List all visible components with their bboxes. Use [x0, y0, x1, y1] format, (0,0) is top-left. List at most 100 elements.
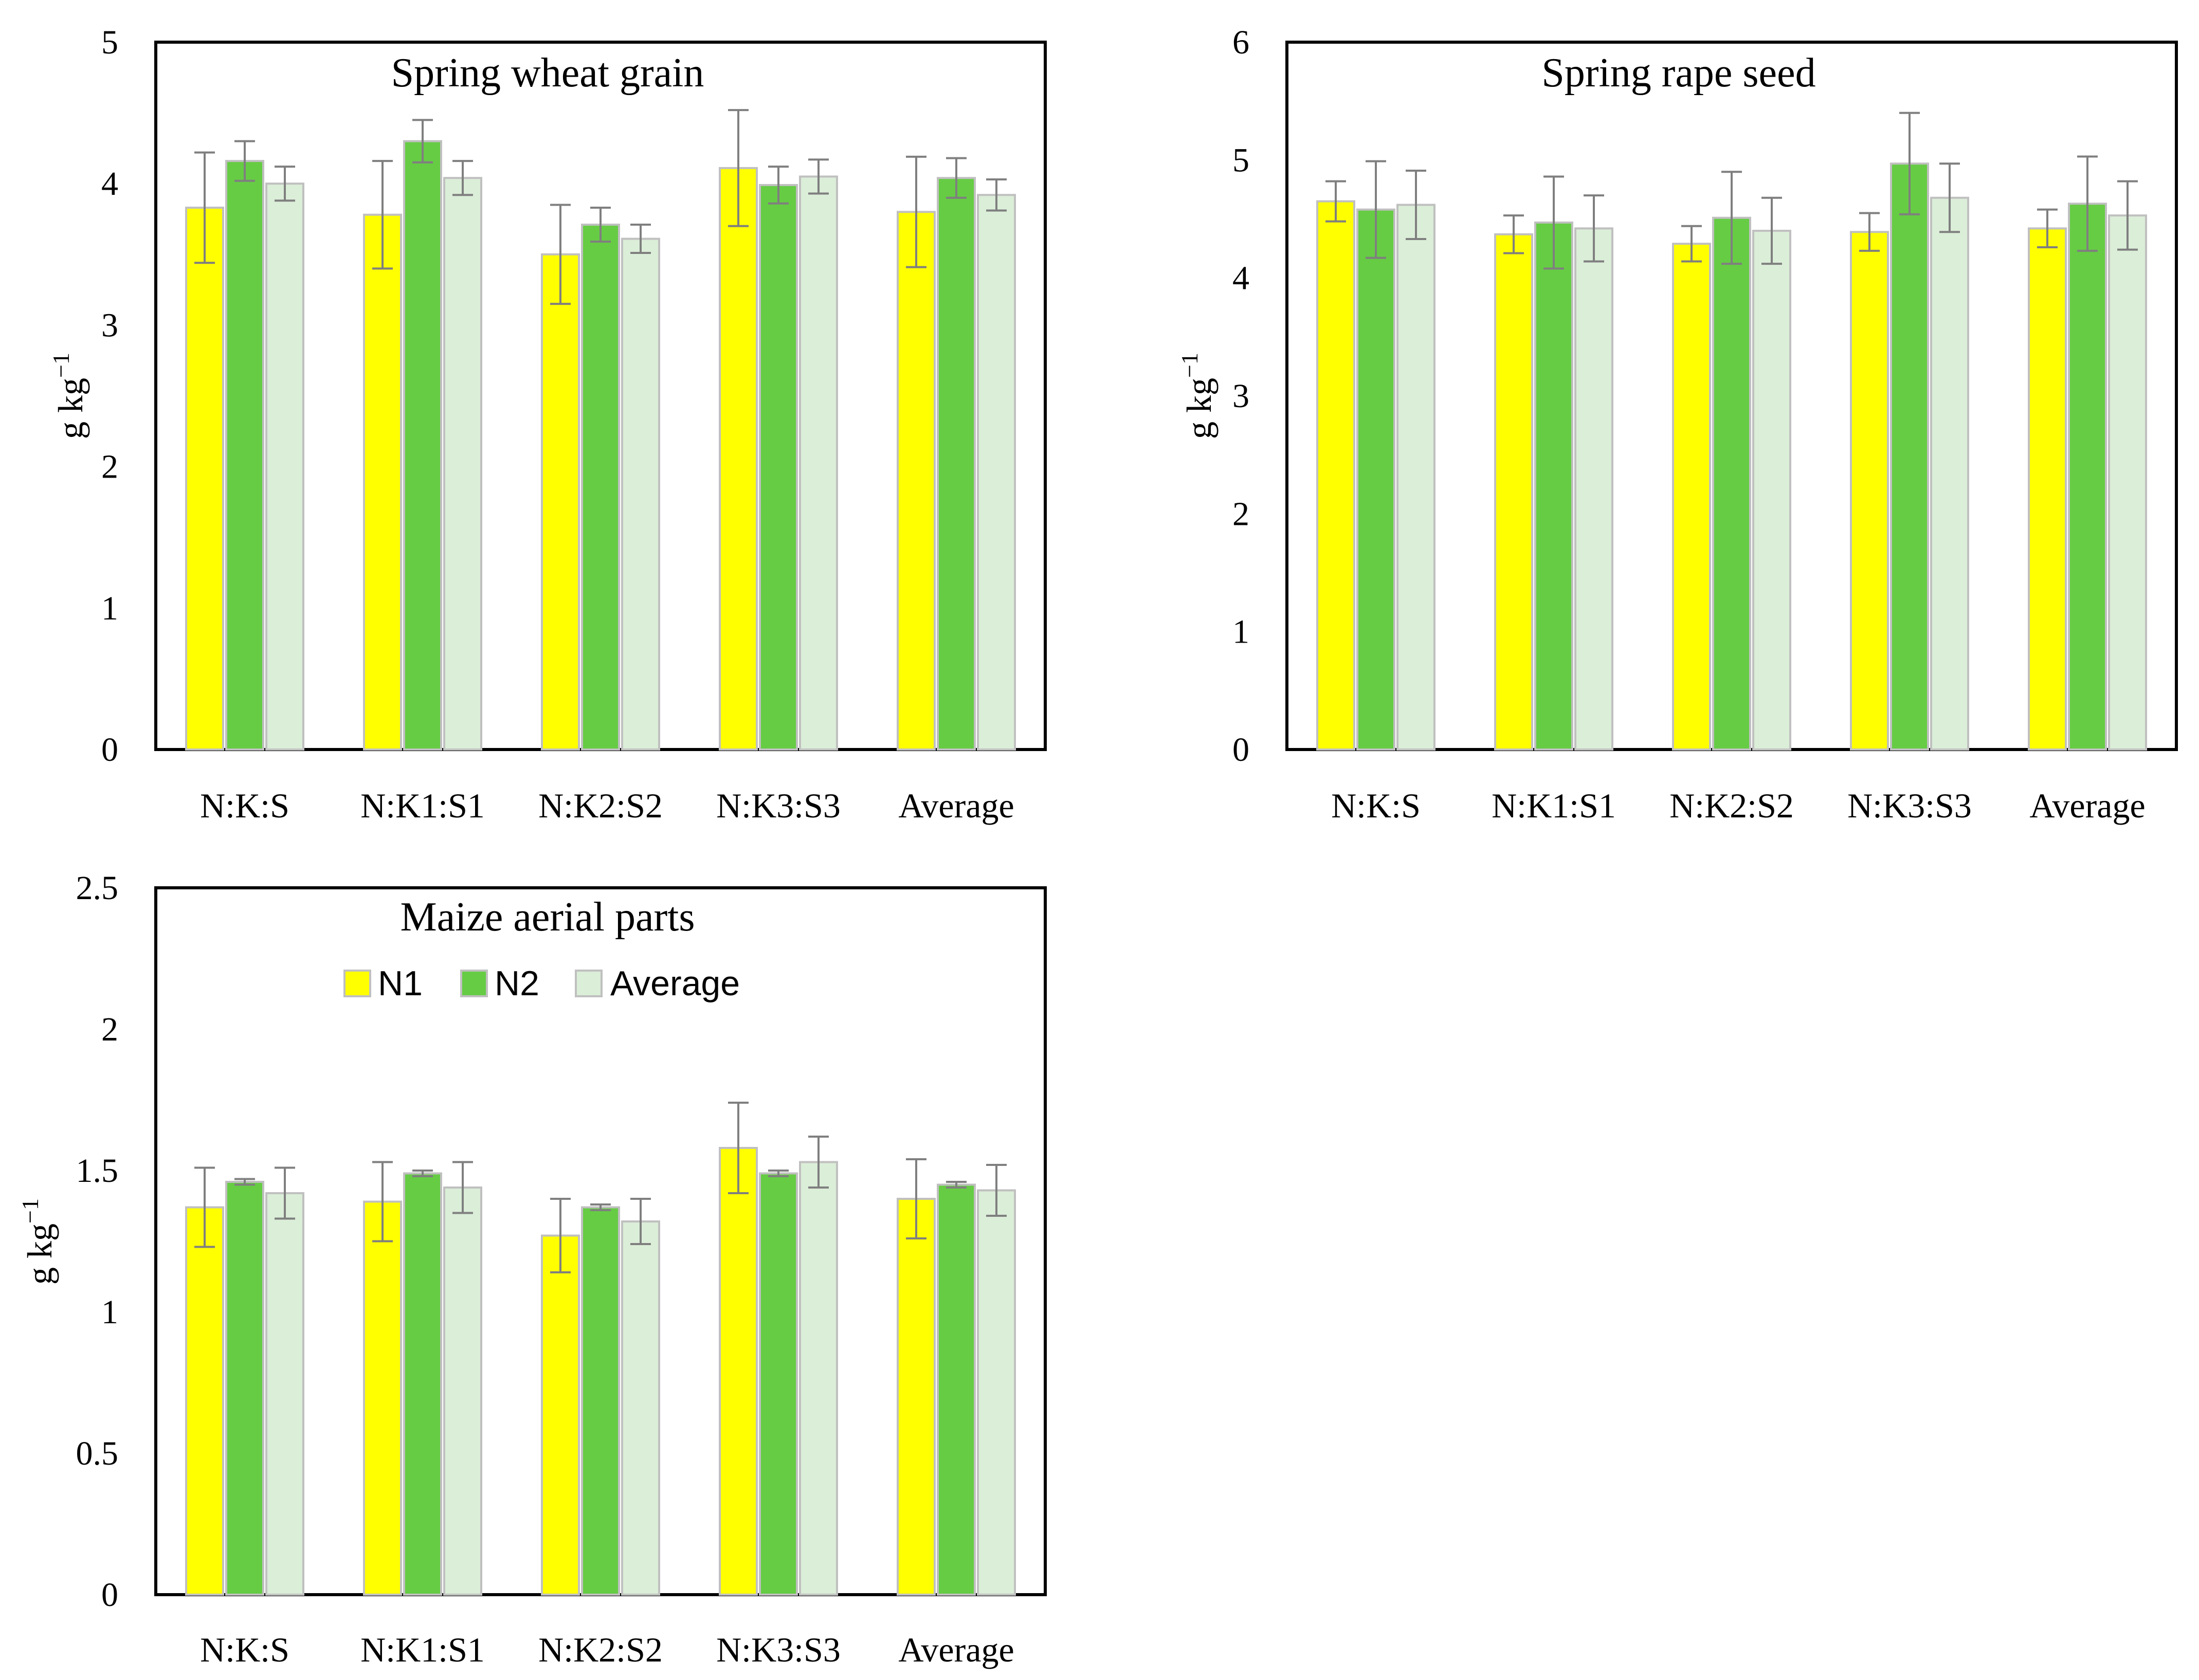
error-bars [194, 109, 1007, 305]
error-bar-n1-n-k-s [1325, 180, 1346, 223]
bar-average-average [2108, 214, 2147, 751]
chart-maize-aerial-parts: Maize aerial parts g kg−1 0 0.5 1 1.5 2 2.5 N… [17, 869, 1047, 1669]
chart-title: Spring wheat grain [391, 50, 704, 96]
x-tick-label: N:K3:S3 [716, 786, 841, 825]
bar-group [1316, 162, 2147, 751]
error-bar-n2-n-k1-s1 [1543, 175, 1564, 270]
y-tick-label: 2 [101, 448, 118, 486]
error-bar-n1-n-k3-s3 [728, 109, 749, 227]
error-bar-n1-n-k1-s1 [372, 160, 393, 270]
error-bar-average-n-k2-s2 [1761, 196, 1782, 265]
error-bar-n1-n-k-s [194, 1166, 215, 1248]
bar-average-n-k3-s3 [1930, 196, 1969, 751]
x-tick-label: N:K:S [1331, 786, 1421, 825]
bar-n1-n-k3-s3 [1850, 231, 1889, 751]
x-tick-label: N:K:S [200, 786, 289, 825]
bar-average-n-k-s [1396, 204, 1435, 751]
bar-n2-average [2068, 203, 2107, 751]
chart-title: Maize aerial parts [400, 894, 695, 940]
y-axis-ticks: 0 0.5 1 1.5 2 2.5 [76, 869, 119, 1614]
x-tick-label: N:K2:S2 [538, 1630, 663, 1669]
y-axis-ticks: 0 1 2 3 4 5 [101, 24, 118, 769]
bar-n1-n-k-s [1316, 200, 1355, 751]
error-bars [1325, 112, 2138, 270]
bar-n2-n-k3-s3 [1890, 162, 1929, 751]
bar-n2-average [937, 177, 976, 751]
bar-average-n-k2-s2 [1752, 229, 1791, 751]
y-tick-label: 1 [1232, 613, 1249, 651]
y-axis-label: g kg−1 [1176, 353, 1219, 439]
error-bar-n1-n-k1-s1 [372, 1161, 393, 1243]
error-bar-average-average [986, 178, 1007, 212]
y-tick-label: 0 [1232, 731, 1249, 769]
x-axis-categories: N:K:S N:K1:S1 N:K2:S2 N:K3:S3 Average [200, 1630, 1014, 1669]
y-tick-label: 2.5 [76, 869, 119, 907]
error-bar-n2-n-k3-s3 [1899, 112, 1920, 215]
y-tick-label: 1 [101, 590, 118, 627]
x-tick-label: N:K3:S3 [1847, 786, 1972, 825]
bar-n1-average [897, 211, 936, 751]
error-bar-n2-n-k-s [234, 1178, 255, 1186]
bar-n2-average [937, 1183, 976, 1596]
error-bar-n1-average [2037, 208, 2058, 249]
error-bar-average-n-k1-s1 [452, 160, 473, 196]
bar-average-n-k1-s1 [443, 1186, 482, 1596]
y-tick-label: 5 [1232, 141, 1249, 179]
x-tick-label: N:K:S [200, 1630, 289, 1669]
error-bar-average-n-k3-s3 [1939, 162, 1960, 233]
y-tick-label: 2 [1232, 495, 1249, 533]
bar-n1-n-k2-s2 [1672, 243, 1711, 751]
bar-n2-n-k3-s3 [759, 184, 798, 751]
bar-n1-n-k1-s1 [363, 213, 402, 751]
x-tick-label: N:K1:S1 [360, 786, 485, 825]
bar-average-n-k3-s3 [799, 175, 838, 751]
legend-label-n1: N1 [378, 964, 423, 1003]
bar-n1-average [2028, 227, 2067, 751]
bar-average-n-k3-s3 [799, 1161, 838, 1596]
x-tick-label: Average [898, 786, 1014, 825]
bar-n1-n-k3-s3 [719, 167, 758, 751]
legend-label-average: Average [610, 964, 740, 1003]
bar-n1-n-k2-s2 [541, 1234, 580, 1596]
x-axis-categories: N:K:S N:K1:S1 N:K2:S2 N:K3:S3 Average [1331, 786, 2146, 825]
y-axis-label: g kg−1 [48, 353, 90, 439]
error-bar-n2-n-k-s [234, 140, 255, 182]
bar-average-n-k-s [265, 182, 304, 751]
error-bar-n2-average [2077, 155, 2098, 252]
bar-n1-n-k2-s2 [541, 253, 580, 751]
error-bar-average-n-k3-s3 [808, 158, 829, 195]
error-bar-average-n-k-s [275, 166, 295, 202]
error-bar-average-average [2117, 180, 2138, 251]
y-tick-label: 6 [1232, 24, 1249, 61]
error-bar-n2-average [946, 157, 967, 199]
bar-n2-n-k2-s2 [581, 1206, 620, 1596]
bar-n1-n-k-s [185, 1206, 224, 1596]
legend-swatch-n2 [460, 970, 488, 997]
y-tick-label: 0 [101, 1576, 118, 1614]
bar-n2-n-k1-s1 [1534, 221, 1573, 751]
bar-n2-n-k2-s2 [1712, 216, 1751, 751]
legend-label-n2: N2 [495, 964, 539, 1003]
error-bar-n2-average [946, 1181, 967, 1189]
error-bar-average-n-k3-s3 [808, 1136, 829, 1189]
bar-group [185, 140, 1016, 751]
y-tick-label: 5 [101, 24, 118, 61]
error-bars [194, 1102, 1007, 1273]
x-tick-label: N:K1:S1 [360, 1630, 485, 1669]
x-axis-categories: N:K:S N:K1:S1 N:K2:S2 N:K3:S3 Average [200, 786, 1014, 825]
x-tick-label: Average [898, 1630, 1014, 1669]
error-bar-n2-n-k-s [1366, 160, 1386, 259]
bar-n1-n-k3-s3 [719, 1147, 758, 1596]
error-bar-average-n-k1-s1 [1584, 194, 1604, 263]
error-bar-n2-n-k1-s1 [412, 1170, 433, 1177]
y-tick-label: 1 [101, 1293, 118, 1331]
x-tick-label: Average [2029, 786, 2145, 825]
y-tick-label: 4 [1232, 260, 1249, 297]
bar-n1-average [897, 1198, 936, 1596]
y-axis-ticks: 0 1 2 3 4 5 6 [1232, 24, 1249, 769]
error-bar-n2-n-k2-s2 [590, 206, 611, 243]
error-bar-average-average [986, 1164, 1007, 1217]
bar-n2-n-k-s [225, 1181, 264, 1596]
bar-n2-n-k3-s3 [759, 1172, 798, 1596]
y-tick-label: 3 [1232, 377, 1249, 415]
